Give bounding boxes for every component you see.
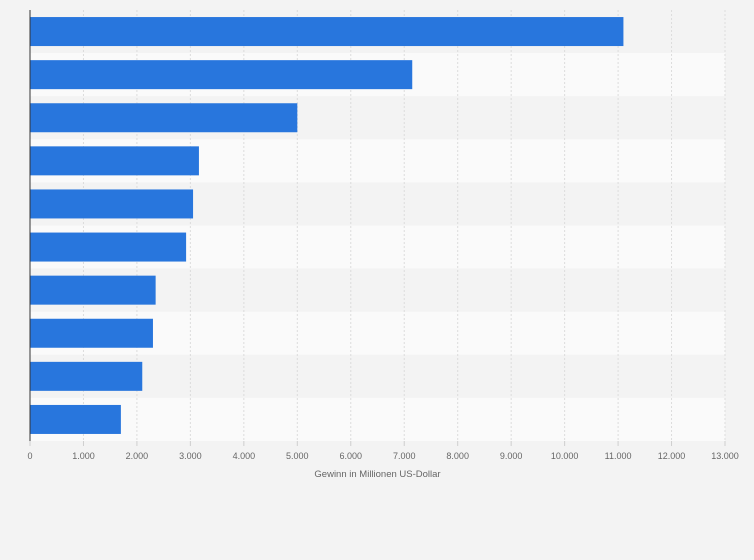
- row-band: [30, 354, 725, 398]
- x-tick-label: 3.000: [179, 451, 202, 461]
- x-axis-title: Gewinn in Millionen US-Dollar: [314, 469, 440, 480]
- x-tick-label: 13.000: [711, 451, 739, 461]
- x-tick-label: 0: [27, 451, 32, 461]
- x-tick-labels: 0 1.000 2.000 3.000 4.000 5.000 6.000 7.000 8.00…: [27, 451, 738, 461]
- x-tick-label: 6.000: [340, 451, 363, 461]
- axis: [29, 10, 726, 446]
- x-tick-label: 1.000: [72, 451, 95, 461]
- x-tick-label: 2.000: [126, 451, 149, 461]
- x-tick-label: 7.000: [393, 451, 416, 461]
- bar: [30, 232, 187, 262]
- bar: [30, 275, 156, 305]
- bar: [30, 189, 194, 219]
- bar: [30, 146, 199, 176]
- x-tick-label: 11.000: [605, 451, 632, 461]
- bar: [30, 318, 153, 348]
- bar: [30, 60, 413, 90]
- x-tick-label: 4.000: [233, 451, 256, 461]
- bar: [30, 17, 624, 47]
- x-tick-label: 9.000: [500, 451, 523, 461]
- x-tick-label: 8.000: [446, 451, 469, 461]
- x-tick-label: 10.000: [551, 451, 579, 461]
- bar: [30, 103, 298, 133]
- bars: [30, 17, 624, 434]
- x-tick-label: 5.000: [286, 451, 309, 461]
- bar: [30, 404, 121, 434]
- row-band: [30, 397, 725, 441]
- bar: [30, 361, 143, 391]
- x-tick-label: 12.000: [658, 451, 686, 461]
